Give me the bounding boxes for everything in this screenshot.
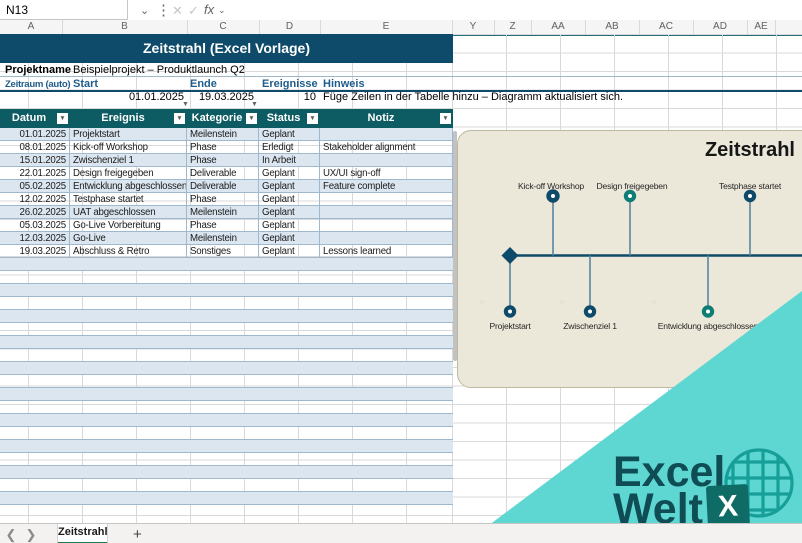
svg-text:X: X xyxy=(717,489,739,523)
